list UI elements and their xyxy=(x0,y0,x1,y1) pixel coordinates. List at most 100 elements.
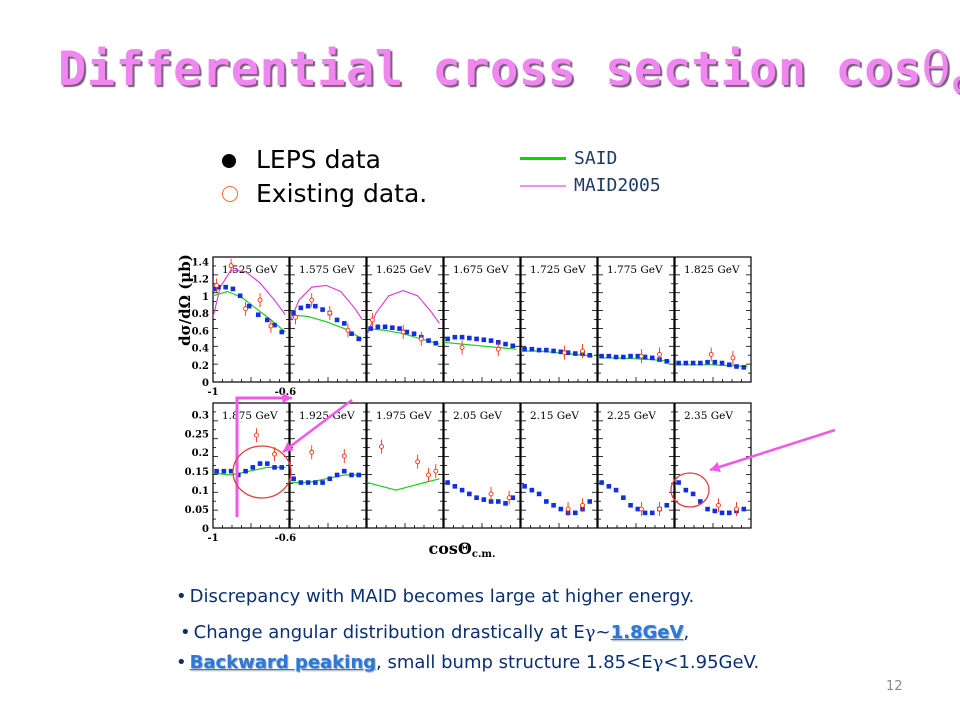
leps-point xyxy=(474,336,479,342)
leps-point xyxy=(676,480,681,485)
leps-point xyxy=(495,499,501,504)
existing-point xyxy=(327,310,333,316)
leps-point xyxy=(264,317,270,323)
existing-point xyxy=(309,297,315,303)
existing-point xyxy=(426,472,431,478)
panel-energy-label: 1.525 GeV xyxy=(222,264,278,276)
leps-point xyxy=(230,286,236,292)
leps-point xyxy=(214,468,219,474)
leps-point xyxy=(243,468,248,474)
leps-point xyxy=(510,343,516,349)
panel-energy-label: 1.925 GeV xyxy=(299,410,355,422)
panel-energy-label: 1.625 GeV xyxy=(376,264,432,276)
leps-point xyxy=(558,349,564,355)
leps-point xyxy=(320,480,325,485)
leps-point xyxy=(635,353,641,359)
leps-point xyxy=(690,360,696,366)
pink-line-icon xyxy=(520,184,566,187)
leps-point xyxy=(606,484,612,489)
maid-curve xyxy=(366,290,440,335)
leps-point xyxy=(621,354,626,360)
leps-point xyxy=(683,360,689,366)
leps-point xyxy=(452,484,458,489)
y-tick-label: 1.4 xyxy=(192,257,209,268)
y-tick-label: 0.05 xyxy=(185,505,209,516)
leps-point xyxy=(551,502,556,508)
arrowhead-icon xyxy=(710,462,721,473)
bullet-3: Backward peaking, small bump structure 1… xyxy=(176,652,760,673)
legend-existing-label: Existing data. xyxy=(256,178,428,208)
leps-point xyxy=(459,487,465,493)
filled-dot-icon xyxy=(222,153,236,168)
maid-curve xyxy=(289,284,363,322)
annotations xyxy=(232,392,836,517)
page-number: 12 xyxy=(886,679,903,694)
leps-point xyxy=(445,336,450,342)
leps-point xyxy=(382,324,388,330)
leps-point xyxy=(664,359,670,364)
leps-point xyxy=(467,335,472,341)
legend-leps: LEPS data xyxy=(222,142,427,176)
existing-point xyxy=(341,453,347,459)
existing-point xyxy=(228,263,234,269)
leps-point xyxy=(572,351,578,356)
leps-point xyxy=(397,326,402,331)
leps-point xyxy=(445,480,450,485)
panel-energy-label: 1.775 GeV xyxy=(607,264,663,276)
title-text: Differential cross section cos xyxy=(58,42,922,97)
leps-point xyxy=(375,324,381,330)
highlight-circle xyxy=(670,472,710,508)
leps-point xyxy=(341,468,347,474)
existing-point xyxy=(506,495,512,501)
leps-point xyxy=(649,510,655,516)
leps-point xyxy=(544,499,549,504)
existing-point xyxy=(400,329,406,335)
leps-point xyxy=(529,487,535,493)
leps-point xyxy=(452,334,458,340)
leps-point xyxy=(690,491,696,497)
leps-point xyxy=(334,317,340,323)
leps-point xyxy=(212,286,218,292)
y-tick-label: 0.15 xyxy=(185,467,209,478)
green-line-icon xyxy=(520,157,566,160)
leps-point xyxy=(649,355,655,361)
said-curve xyxy=(443,341,517,350)
arrowhead-icon xyxy=(283,441,294,452)
legend-said: SAID xyxy=(520,145,661,172)
leps-point xyxy=(503,501,508,506)
panel-energy-label: 1.875 GeV xyxy=(222,410,278,422)
y-tick-label: 0.3 xyxy=(192,410,209,421)
leps-point xyxy=(551,348,556,354)
leps-point xyxy=(572,510,578,516)
bullet-1: Discrepancy with MAID becomes large at h… xyxy=(176,586,695,607)
leps-point xyxy=(349,331,354,337)
leps-point xyxy=(257,461,263,466)
leps-point xyxy=(565,350,571,355)
existing-point xyxy=(257,297,263,303)
title-subscript: cm xyxy=(951,66,960,101)
y-tick-label: 0.2 xyxy=(192,448,209,459)
leps-point xyxy=(503,341,508,347)
leps-point xyxy=(255,312,261,318)
leps-point xyxy=(642,510,648,516)
slide-title: Differential cross section cosθcm xyxy=(58,42,960,101)
existing-point xyxy=(253,432,259,438)
leps-point xyxy=(426,338,431,343)
emph-backward-peaking: Backward peaking xyxy=(189,652,377,673)
leps-point xyxy=(264,461,270,466)
said-curve xyxy=(212,290,286,333)
leps-point xyxy=(250,465,256,470)
panel-energy-label: 2.35 GeV xyxy=(684,410,733,422)
existing-point xyxy=(415,459,421,465)
leps-point xyxy=(536,347,542,353)
existing-point xyxy=(657,506,662,512)
legend-lines: SAID MAID2005 xyxy=(520,145,661,199)
said-curve xyxy=(366,478,440,491)
existing-point xyxy=(243,306,249,312)
panel-energy-label: 2.15 GeV xyxy=(530,410,579,422)
emph-energy: 1.8GeV xyxy=(610,622,684,643)
leps-point xyxy=(726,510,732,516)
leps-point xyxy=(544,347,549,353)
y-tick-label: 0.4 xyxy=(192,344,209,355)
